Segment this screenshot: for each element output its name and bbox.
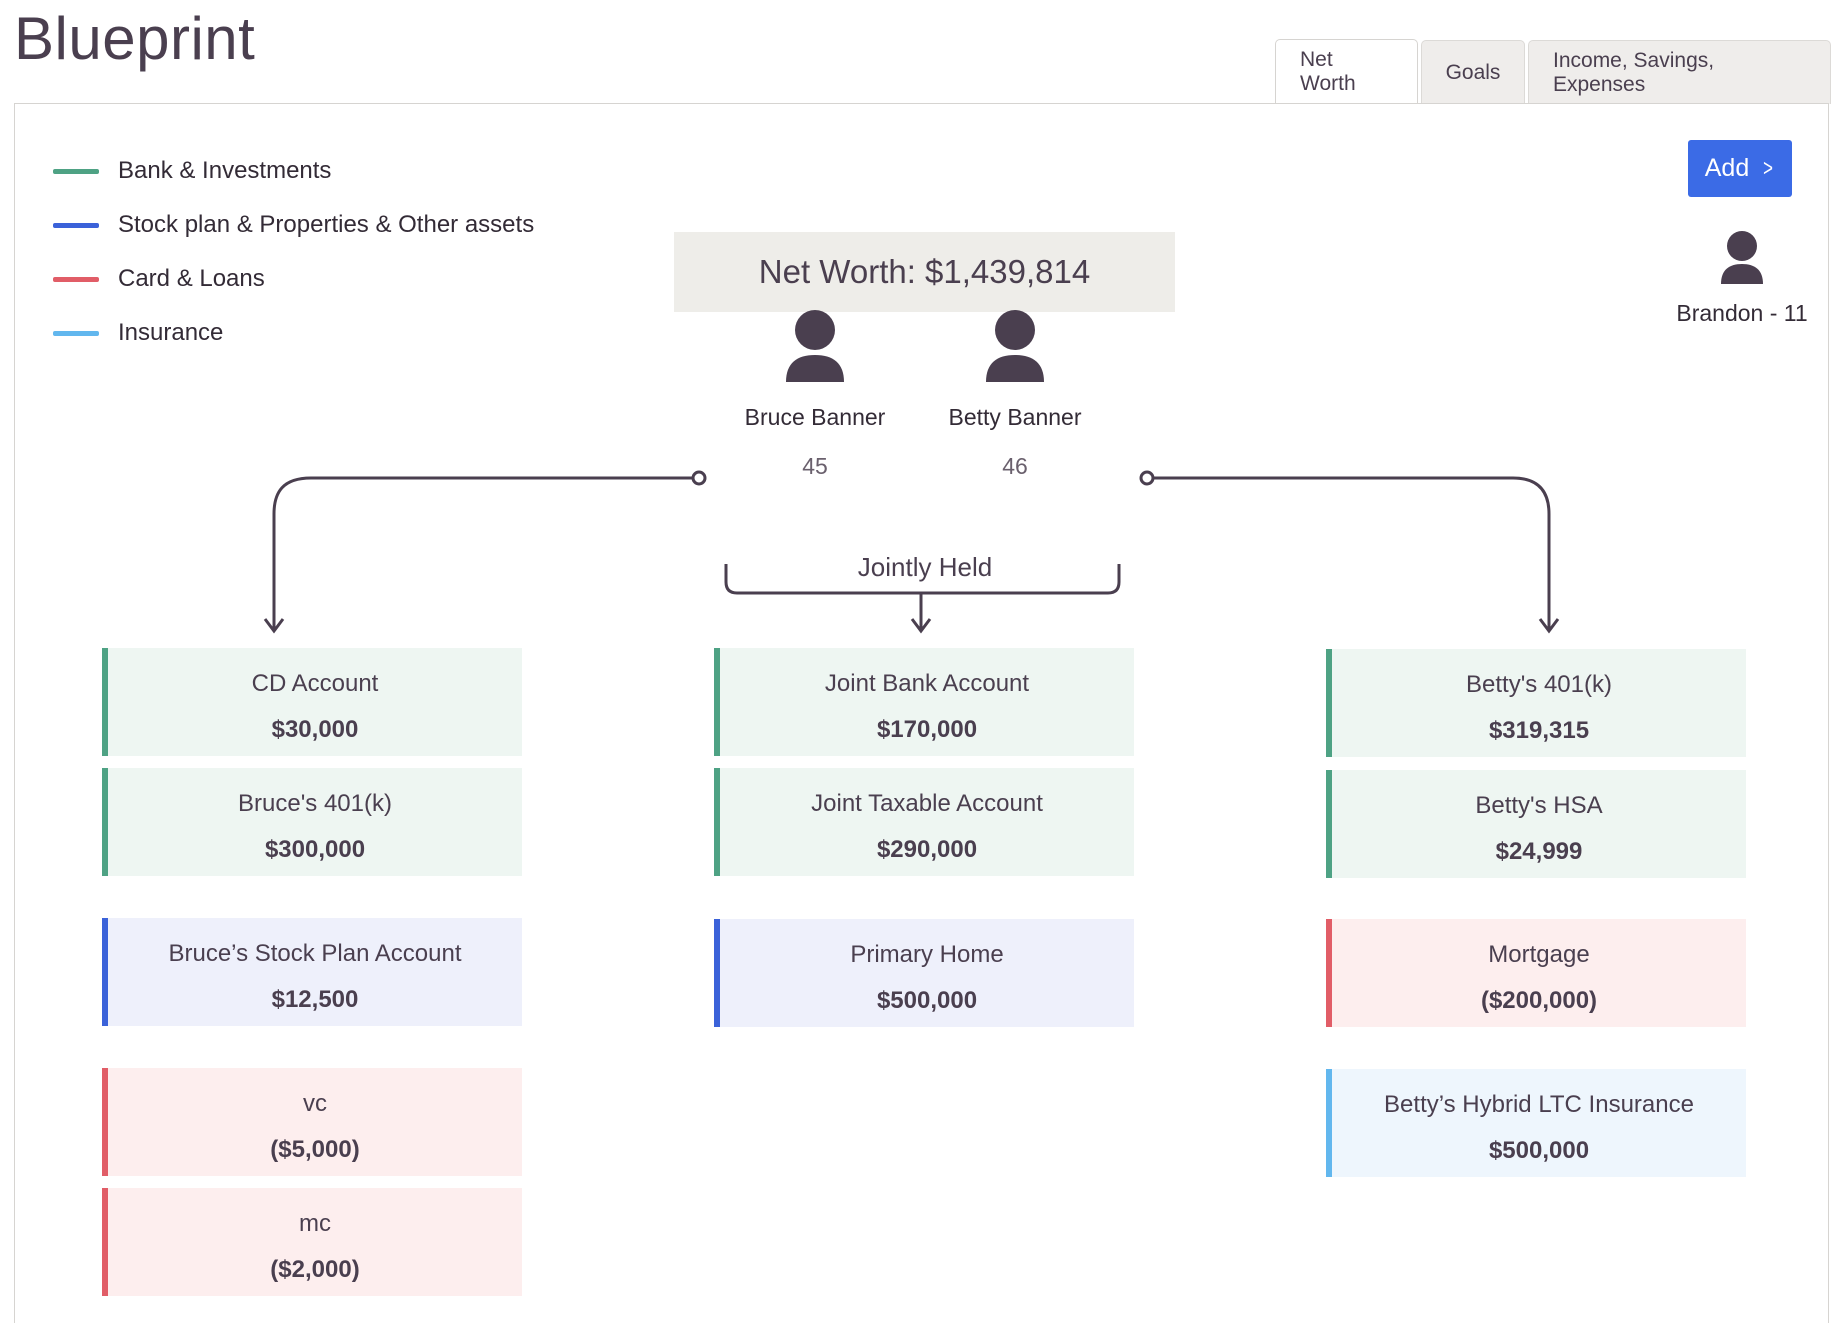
legend-item-insurance: Insurance (53, 306, 534, 360)
account-value: $300,000 (264, 836, 366, 863)
chevron-right-icon: > (1763, 154, 1774, 182)
account-card-bettys-401k[interactable]: Betty's 401(k) $319,315 (1326, 649, 1746, 757)
dependent-name: Brandon - 11 (1676, 300, 1808, 326)
tab-bar: Net Worth Goals Income, Savings, Expense… (1272, 39, 1831, 104)
legend-label: Card & Loans (118, 265, 265, 292)
account-value: $170,000 (876, 716, 978, 743)
net-worth-total: Net Worth: $1,439,814 (674, 232, 1175, 312)
owner-age: 46 (1002, 453, 1028, 479)
account-card-mortgage[interactable]: Mortgage ($200,000) (1326, 919, 1746, 1027)
account-card-primary-home[interactable]: Primary Home $500,000 (714, 919, 1134, 1027)
owner-age: 45 (802, 453, 828, 479)
account-card-bruces-stock-plan[interactable]: Bruce’s Stock Plan Account $12,500 (102, 918, 522, 1026)
legend-item-loans: Card & Loans (53, 252, 534, 306)
account-card-bettys-hybrid-ltc-insurance[interactable]: Betty’s Hybrid LTC Insurance $500,000 (1326, 1069, 1746, 1177)
account-card-joint-bank-account[interactable]: Joint Bank Account $170,000 (714, 648, 1134, 756)
account-value: ($5,000) (270, 1136, 360, 1163)
owner-betty-banner[interactable]: Betty Banner 46 (935, 310, 1095, 480)
account-card-joint-taxable-account[interactable]: Joint Taxable Account $290,000 (714, 768, 1134, 876)
account-value: $30,000 (271, 716, 359, 743)
person-icon (986, 310, 1044, 382)
account-card-bruces-401k[interactable]: Bruce's 401(k) $300,000 (102, 768, 522, 876)
tab-income-savings-expenses[interactable]: Income, Savings, Expenses (1528, 40, 1831, 104)
account-value: $290,000 (876, 836, 978, 863)
account-value: $319,315 (1488, 717, 1590, 744)
legend-item-bank: Bank & Investments (53, 144, 534, 198)
legend-label: Stock plan & Properties & Other assets (118, 211, 535, 238)
jointly-held-label: Jointly Held (857, 552, 993, 582)
person-icon (786, 310, 844, 382)
dependent-brandon[interactable]: Brandon - 11 (1667, 230, 1817, 327)
add-button[interactable]: Add > (1688, 140, 1792, 197)
owner-name: Betty Banner (948, 404, 1082, 430)
account-name: Betty's HSA (1475, 792, 1603, 819)
page-title: Blueprint (14, 5, 256, 72)
legend-label: Insurance (118, 319, 224, 346)
add-button-label: Add (1704, 154, 1750, 182)
person-icon (1721, 231, 1763, 284)
account-name: Betty’s Hybrid LTC Insurance (1384, 1091, 1694, 1118)
account-name: Bruce’s Stock Plan Account (168, 940, 462, 967)
account-value: ($2,000) (270, 1256, 360, 1283)
account-name: Bruce's 401(k) (238, 790, 392, 817)
account-name: Primary Home (850, 941, 1004, 968)
legend-swatch-insurance (53, 330, 99, 336)
account-name: CD Account (251, 670, 379, 697)
legend-swatch-bank (53, 168, 99, 174)
tab-goals[interactable]: Goals (1421, 40, 1525, 104)
account-name: Mortgage (1488, 941, 1590, 968)
account-value: $500,000 (876, 987, 978, 1014)
account-name: mc (299, 1210, 331, 1237)
account-value: ($200,000) (1480, 987, 1598, 1014)
tab-net-worth[interactable]: Net Worth (1275, 39, 1418, 104)
account-name: Joint Taxable Account (811, 790, 1043, 817)
account-name: Joint Bank Account (824, 670, 1030, 697)
legend-label: Bank & Investments (118, 157, 332, 184)
account-card-vc[interactable]: vc ($5,000) (102, 1068, 522, 1176)
account-card-bettys-hsa[interactable]: Betty's HSA $24,999 (1326, 770, 1746, 878)
account-card-mc[interactable]: mc ($2,000) (102, 1188, 522, 1296)
account-card-cd-account[interactable]: CD Account $30,000 (102, 648, 522, 756)
legend-swatch-stock (53, 222, 99, 228)
account-name: Betty's 401(k) (1466, 671, 1612, 698)
owner-bruce-banner[interactable]: Bruce Banner 45 (735, 310, 895, 480)
account-value: $24,999 (1495, 838, 1583, 865)
legend: Bank & Investments Stock plan & Properti… (53, 144, 534, 360)
legend-item-stock: Stock plan & Properties & Other assets (53, 198, 534, 252)
account-name: vc (303, 1090, 327, 1117)
legend-swatch-loans (53, 276, 99, 282)
account-value: $500,000 (1488, 1137, 1590, 1164)
net-worth-panel: Bank & Investments Stock plan & Properti… (14, 103, 1829, 1323)
owner-name: Bruce Banner (744, 404, 886, 430)
account-value: $12,500 (271, 986, 359, 1013)
